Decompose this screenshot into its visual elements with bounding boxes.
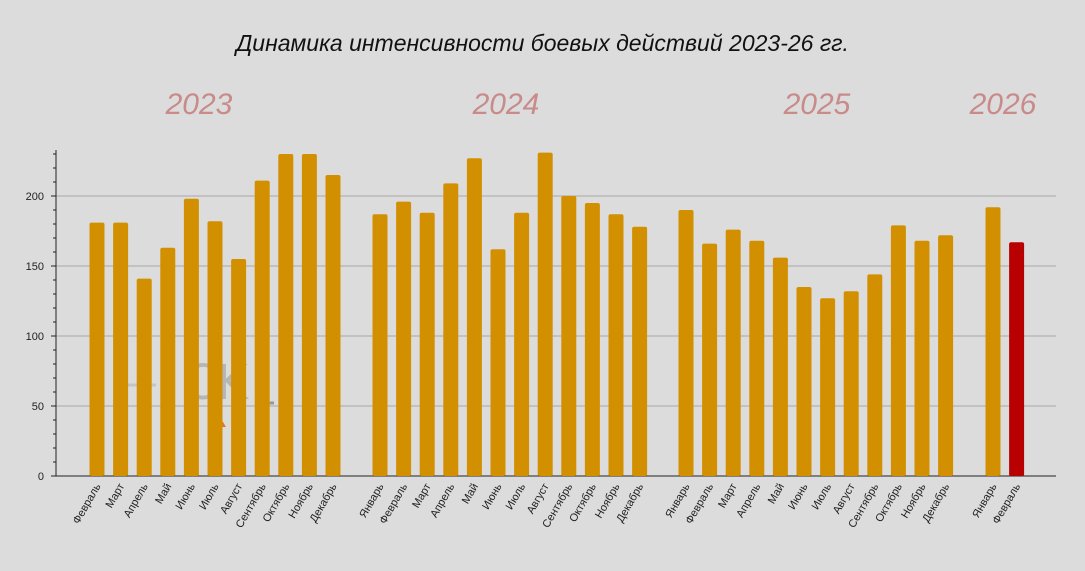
x-tick-label: Июнь: [480, 481, 505, 511]
x-tick-label: Март: [410, 482, 434, 511]
bar-2023-11: [325, 175, 341, 476]
x-tick-label: Июль: [197, 481, 222, 512]
bar-2023-1: [89, 222, 105, 476]
bar-2025-6: [796, 287, 812, 476]
y-tick-label: 100: [26, 331, 44, 343]
bar-2025-10: [890, 225, 906, 476]
bar-2025-9: [867, 274, 883, 476]
bar-2024-4: [443, 183, 459, 476]
bar-2023-7: [231, 259, 247, 476]
bar-2025-11: [914, 240, 930, 476]
y-tick-label: 0: [38, 471, 44, 483]
year-label-2023: 2023: [165, 88, 233, 121]
bar-2025-2: [702, 243, 718, 476]
bar-2025-4: [749, 240, 765, 476]
x-tick-label: Март: [104, 482, 128, 511]
bar-2025-3: [725, 229, 741, 476]
bar-2024-7: [514, 212, 530, 477]
bar-2023-4: [160, 247, 176, 476]
bar-2024-1: [372, 214, 388, 476]
bar-2024-6: [490, 249, 506, 476]
bar-2024-9: [561, 196, 577, 476]
x-tick-label: Июнь: [174, 481, 199, 511]
bar-2023-6: [207, 221, 223, 476]
bar-2025-5: [772, 257, 788, 476]
bar-2024-3: [419, 212, 435, 477]
x-tick-label: Май: [766, 482, 787, 507]
year-label-2024: 2024: [472, 88, 540, 121]
bar-2023-2: [113, 222, 129, 476]
year-label-2025: 2025: [783, 88, 851, 121]
x-tick-label: Июль: [810, 481, 835, 512]
x-tick-label: Июль: [504, 481, 529, 512]
bar-2025-12: [938, 235, 954, 476]
bar-2024-8: [537, 152, 553, 476]
x-tick-label: Май: [460, 482, 481, 507]
bar-2024-2: [396, 201, 412, 476]
bar-2024-5: [466, 158, 482, 476]
x-tick-label: Март: [716, 482, 740, 511]
gridlines: [56, 195, 1056, 407]
bar-2024-11: [608, 214, 624, 476]
bar-2026-1: [985, 207, 1001, 476]
bar-2024-10: [584, 203, 600, 476]
bar-2025-1: [678, 210, 694, 476]
x-tick-label: Февраль: [71, 481, 104, 526]
bar-2023-9: [278, 154, 294, 476]
bar-2023-5: [183, 198, 199, 477]
bar-2023-3: [136, 278, 152, 476]
x-tick-label: Май: [153, 482, 174, 507]
bar-2025-8: [843, 291, 859, 476]
x-tick-label: Июнь: [786, 481, 811, 511]
y-tick-label: 50: [32, 401, 44, 413]
y-tick-label: 200: [26, 191, 44, 203]
chart-title: Динамика интенсивности боевых действий 2…: [236, 30, 849, 56]
y-axis: 0 50 100 150 200: [26, 150, 1056, 483]
y-tick-label: 150: [26, 261, 44, 273]
bar-2023-10: [301, 154, 317, 476]
bar-2023-8: [254, 180, 270, 476]
bar-2025-7: [820, 298, 836, 476]
year-label-2026: 2026: [969, 88, 1037, 121]
bar-2024-12: [632, 226, 648, 476]
bar-2026-2: [1009, 242, 1025, 476]
bars: [89, 152, 1025, 477]
